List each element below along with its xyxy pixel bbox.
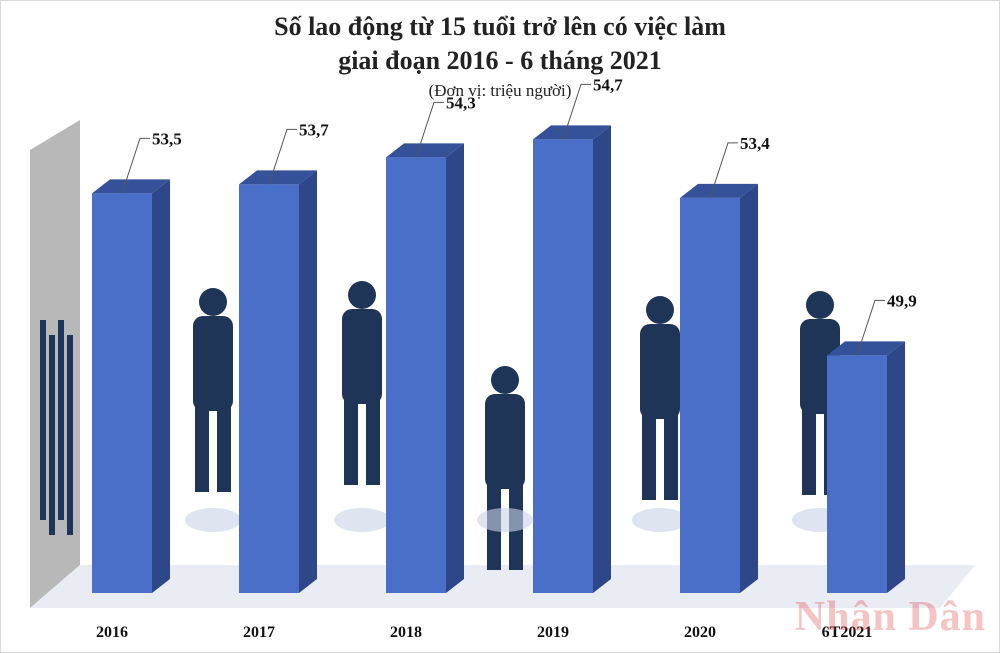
value-label-2018: 54,3 xyxy=(446,93,476,112)
bar-top-2019 xyxy=(533,125,611,140)
x-tick-label-2020: 2020 xyxy=(684,624,716,641)
value-label-2019: 54,7 xyxy=(593,75,623,94)
worker-silhouette-2 xyxy=(334,281,390,532)
worker-silhouette-4 xyxy=(632,296,688,532)
bar-2016 xyxy=(92,193,152,593)
x-tick-label-2016: 2016 xyxy=(96,624,128,641)
bar-side-6T2021 xyxy=(887,341,905,593)
nhan-dan-watermark: Nhân Dân xyxy=(794,594,986,640)
bar-side-2016 xyxy=(152,179,170,593)
bar-top-6T2021 xyxy=(827,341,905,356)
label-leaders xyxy=(121,83,885,356)
worker-silhouette-3 xyxy=(477,366,533,570)
chart-title-block: Số lao động từ 15 tuổi trở lên có việc l… xyxy=(0,10,1000,102)
value-label-2017: 53,7 xyxy=(299,120,329,139)
chart-title-line-1: Số lao động từ 15 tuổi trở lên có việc l… xyxy=(274,12,726,41)
bar-2019 xyxy=(533,139,593,593)
value-label-2016: 53,5 xyxy=(152,129,182,148)
bar-6T2021 xyxy=(827,355,887,593)
bar-2020 xyxy=(680,197,740,593)
value-label-6T2021: 49,9 xyxy=(887,291,917,310)
bar-side-2017 xyxy=(299,170,317,593)
chart-unit-subtitle: (Đơn vị: triệu người) xyxy=(428,81,572,100)
bar-top-2020 xyxy=(680,183,758,198)
bar-2018 xyxy=(386,157,446,593)
crowd-silhouette-left xyxy=(40,320,73,535)
bars-group xyxy=(92,125,905,594)
x-tick-label-6T2021: 6T2021 xyxy=(822,624,873,641)
leader-line-2016 xyxy=(121,137,150,194)
value-labels: 53,5 53,7 54,3 54,7 53,4 49,9 xyxy=(152,75,917,310)
x-tick-label-2018: 2018 xyxy=(390,624,422,641)
leader-line-2020 xyxy=(709,142,738,199)
leader-line-6T2021 xyxy=(856,299,885,356)
leader-line-2017 xyxy=(268,128,297,185)
worker-silhouette-1 xyxy=(185,288,241,532)
bar-2017 xyxy=(239,184,299,593)
bar-side-2018 xyxy=(446,143,464,593)
bar-top-2016 xyxy=(92,179,170,194)
chart-title-line-2: giai đoạn 2016 - 6 tháng 2021 xyxy=(338,46,662,75)
leader-line-2018 xyxy=(415,101,444,158)
bar-top-2017 xyxy=(239,170,317,185)
value-label-2020: 53,4 xyxy=(740,134,770,153)
bar-side-2019 xyxy=(593,125,611,594)
worker-silhouettes xyxy=(40,281,848,570)
bar-side-2020 xyxy=(740,183,758,593)
x-tick-label-2019: 2019 xyxy=(537,624,569,641)
bar-top-2018 xyxy=(386,143,464,158)
x-tick-label-2017: 2017 xyxy=(243,624,275,641)
leader-line-2019 xyxy=(562,83,591,140)
x-axis-labels: 2016 2017 2018 2019 2020 6T2021 xyxy=(96,624,872,641)
